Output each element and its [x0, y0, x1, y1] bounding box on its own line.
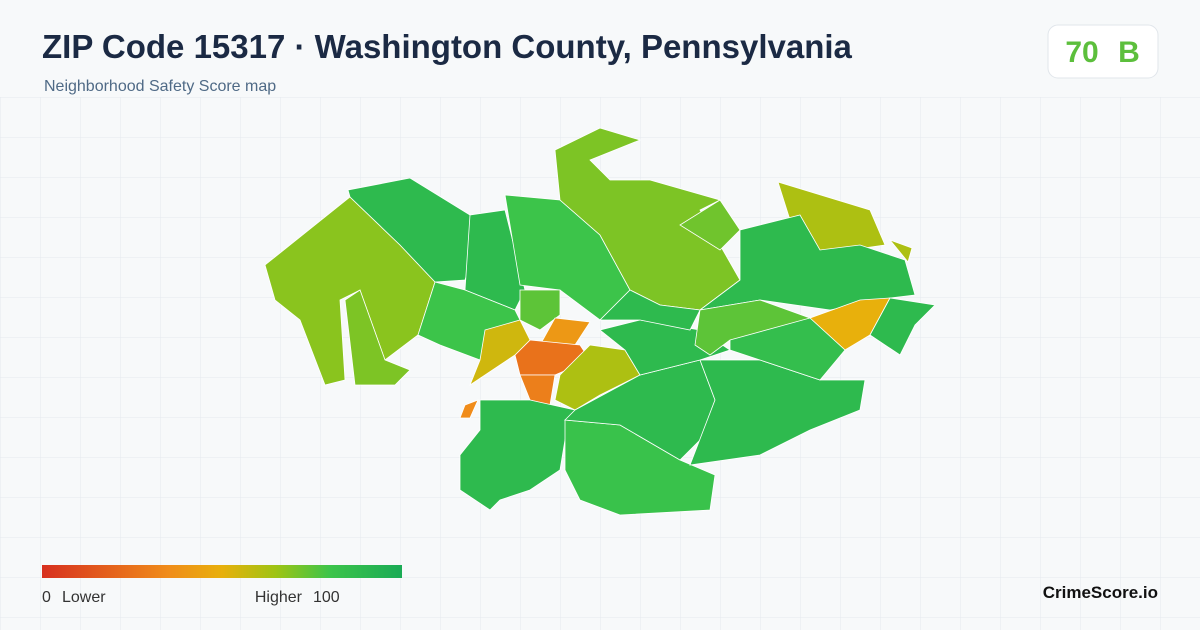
grade: B — [1118, 36, 1140, 69]
region-layer — [264, 127, 936, 516]
region — [469, 319, 531, 387]
region — [459, 399, 479, 419]
region — [347, 177, 486, 283]
region — [554, 127, 741, 311]
score-badge — [1047, 24, 1159, 79]
region — [599, 289, 701, 331]
legend-min-label: Lower — [62, 589, 106, 606]
region — [869, 297, 936, 356]
score: 70 — [1065, 36, 1098, 69]
region — [459, 399, 576, 511]
region — [519, 289, 561, 331]
legend-min: 0 — [42, 589, 51, 606]
region — [699, 214, 916, 311]
region — [888, 239, 913, 263]
title: ZIP Code 15317 · Washington County, Penn… — [42, 28, 853, 65]
region — [694, 299, 812, 356]
legend-max: 100 — [313, 589, 340, 606]
subtitle: Neighborhood Safety Score map — [44, 78, 276, 95]
legend-bar — [42, 565, 402, 578]
region — [344, 289, 411, 386]
brand: CrimeScore.io — [1043, 583, 1158, 602]
legend-max-label: Higher — [255, 589, 303, 606]
